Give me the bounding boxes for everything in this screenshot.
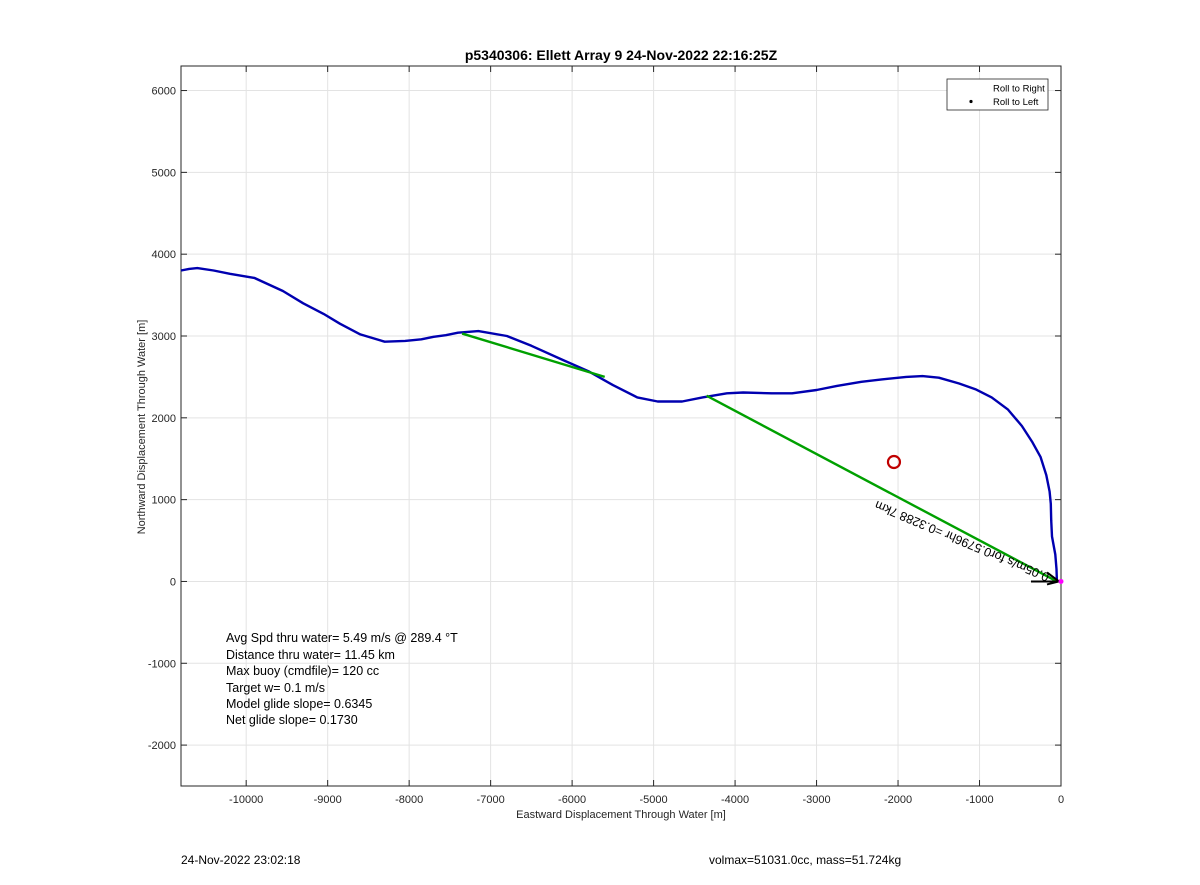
current-arrow-head-upper: [1046, 571, 1060, 583]
stat-max-buoy: Max buoy (cmdfile)= 120 cc: [226, 664, 379, 678]
end-point-marker: [1058, 578, 1064, 584]
x-tick-label: -9000: [314, 794, 342, 806]
y-tick-label: 2000: [152, 413, 176, 425]
y-tick-label: 1000: [152, 495, 176, 507]
x-tick-label: -1000: [965, 794, 993, 806]
y-tick-label: 4000: [152, 249, 176, 261]
stat-distance: Distance thru water= 11.45 km: [226, 648, 395, 662]
y-tick-label: -2000: [148, 740, 176, 752]
y-tick-label: 6000: [152, 86, 176, 98]
series-roll-right-segment: [461, 332, 606, 379]
x-tick-label: -4000: [721, 794, 749, 806]
current-annotation: 0.05m/s for0.5796hr =0.3288 7km: [873, 498, 1051, 584]
x-tick-label: -3000: [802, 794, 830, 806]
y-ticks: -2000 -1000 0 1000 2000 3000 4000 5000 6000: [148, 86, 1061, 752]
y-tick-label: 0: [170, 576, 176, 588]
marker-layer: [886, 454, 1064, 586]
y-tick-label: 3000: [152, 331, 176, 343]
y-tick-label: 5000: [152, 167, 176, 179]
legend-box: [946, 78, 1049, 111]
series-roll-right-segment: [705, 394, 1058, 583]
stat-target-w: Target w= 0.1 m/s: [226, 681, 325, 695]
stats-block: Avg Spd thru water= 5.49 m/s @ 289.4 °T …: [226, 631, 458, 727]
chart-title: p5340306: Ellett Array 9 24-Nov-2022 22:…: [465, 47, 778, 63]
x-tick-label: -7000: [477, 794, 505, 806]
legend: Roll to Right Roll to Left: [946, 78, 1049, 111]
x-tick-label: -10000: [229, 794, 263, 806]
y-tick-label: -1000: [148, 658, 176, 670]
stat-avg-speed: Avg Spd thru water= 5.49 m/s @ 289.4 °T: [226, 631, 458, 645]
x-tick-label: -8000: [395, 794, 423, 806]
stat-net-glide-slope: Net glide slope= 0.1730: [226, 713, 358, 727]
y-axis-label: Northward Displacement Through Water [m]: [136, 320, 148, 535]
target-marker: [886, 454, 902, 470]
current-arrow-head-lower: [1046, 580, 1060, 586]
axes-box: [180, 65, 1062, 787]
footer-timestamp: 24-Nov-2022 23:02:18: [181, 853, 301, 867]
x-tick-label: -5000: [640, 794, 668, 806]
footer-vol-mass: volmax=51031.0cc, mass=51.724kg: [709, 853, 902, 867]
series-layer: [180, 266, 1059, 583]
x-tick-label: 0: [1058, 794, 1064, 806]
stat-model-glide-slope: Model glide slope= 0.6345: [226, 697, 372, 711]
x-ticks: -10000 -9000 -8000 -7000 -6000 -5000 -4000 -300…: [229, 66, 1064, 806]
grid-lines: [181, 66, 1062, 786]
x-axis-label: Eastward Displacement Through Water [m]: [516, 809, 726, 821]
legend-label-roll-right: Roll to Right: [993, 84, 1045, 95]
x-tick-label: -2000: [884, 794, 912, 806]
legend-label-roll-left: Roll to Left: [993, 97, 1039, 108]
series-track-line: [180, 266, 1059, 582]
x-tick-label: -6000: [558, 794, 586, 806]
legend-swatch-roll-left: [969, 99, 973, 104]
